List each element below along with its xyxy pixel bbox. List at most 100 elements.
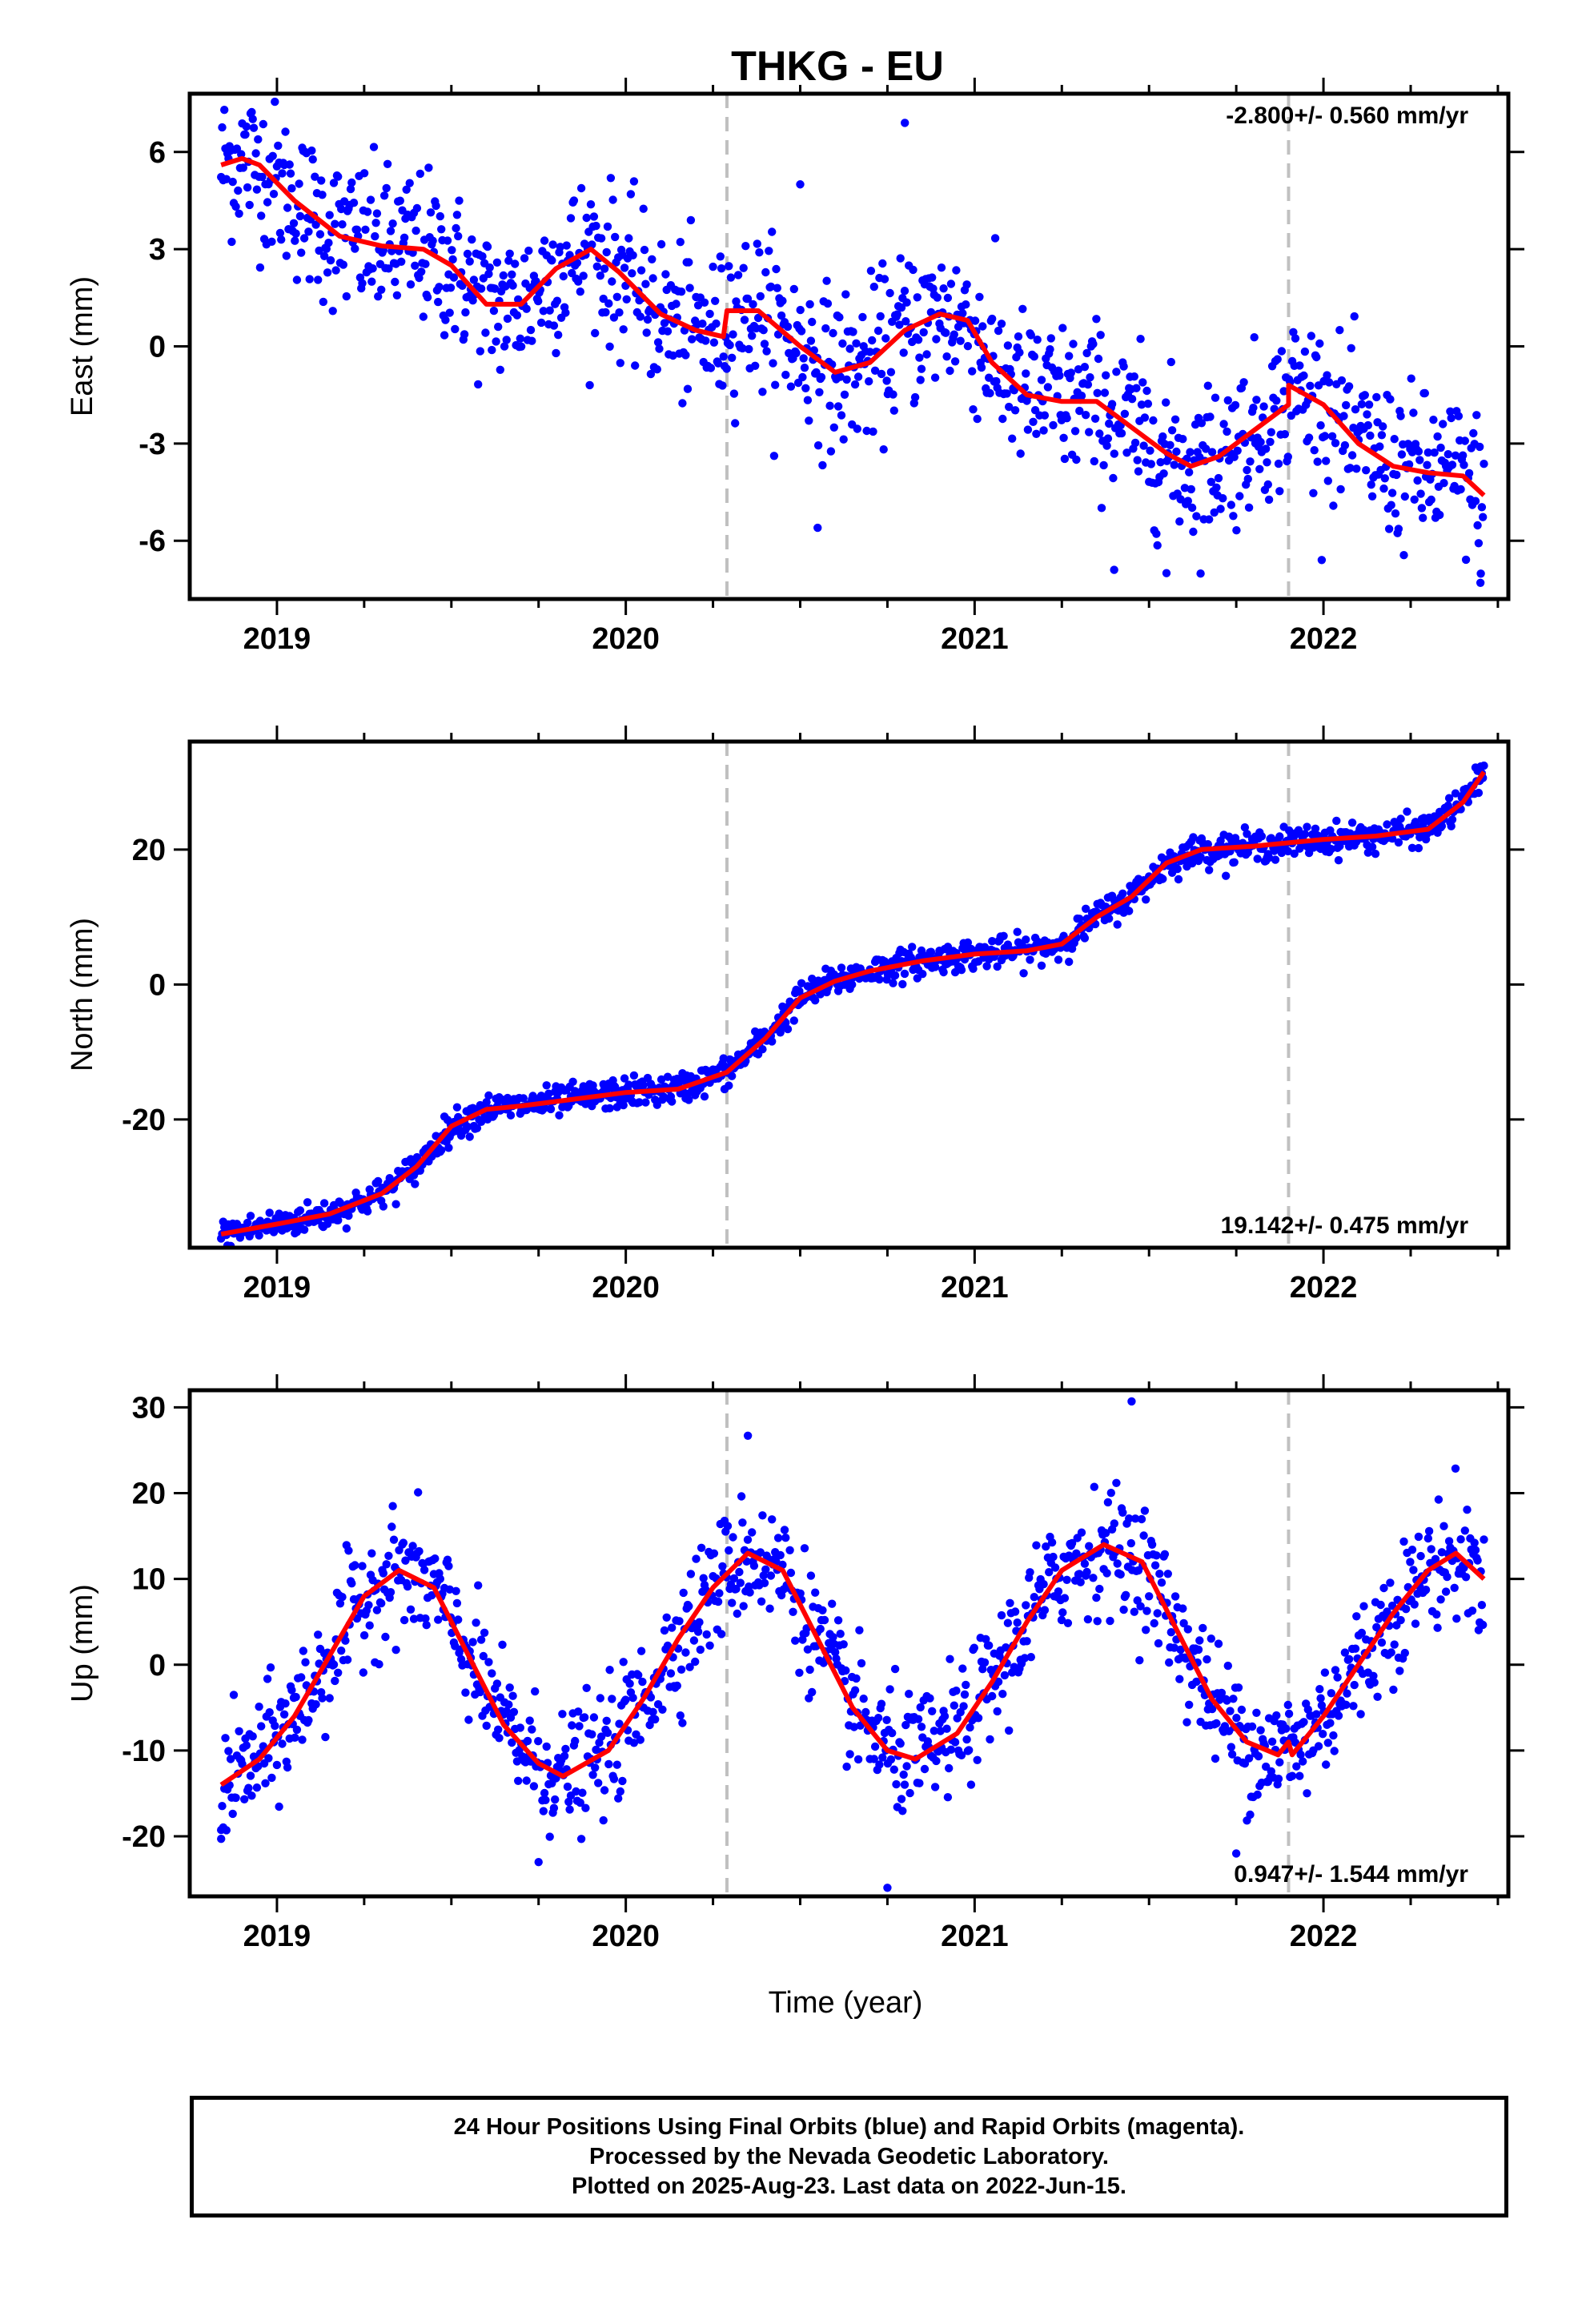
data-point bbox=[291, 1692, 300, 1702]
data-point bbox=[759, 326, 768, 335]
data-point bbox=[386, 227, 396, 235]
data-point bbox=[503, 314, 512, 324]
data-point bbox=[1189, 833, 1198, 842]
data-point bbox=[1283, 452, 1293, 461]
data-point bbox=[397, 257, 406, 266]
data-point bbox=[444, 1144, 453, 1152]
data-point bbox=[421, 259, 430, 268]
data-point bbox=[978, 322, 987, 331]
data-point bbox=[1173, 864, 1182, 874]
data-point bbox=[443, 236, 452, 245]
data-point bbox=[222, 1826, 231, 1835]
data-point bbox=[504, 256, 513, 265]
data-point bbox=[1255, 464, 1264, 473]
data-point bbox=[749, 1562, 759, 1570]
data-point bbox=[642, 328, 651, 337]
data-point bbox=[455, 196, 464, 205]
data-point bbox=[1094, 354, 1103, 364]
data-point bbox=[1166, 440, 1174, 449]
data-point bbox=[806, 1571, 816, 1580]
data-point bbox=[1137, 1514, 1146, 1524]
data-point bbox=[1347, 451, 1357, 460]
data-point bbox=[1142, 1626, 1150, 1634]
data-point bbox=[488, 1669, 496, 1678]
x-tick-label: 2019 bbox=[243, 1271, 311, 1305]
data-point bbox=[718, 1562, 727, 1571]
data-point bbox=[1379, 484, 1388, 493]
rate-label: 19.142+/- 0.475 mm/yr bbox=[1221, 1212, 1469, 1239]
data-point bbox=[524, 246, 533, 255]
data-point bbox=[926, 947, 936, 956]
plot-frame bbox=[187, 1388, 1511, 1899]
data-point bbox=[1157, 1578, 1166, 1587]
data-point bbox=[1072, 1549, 1081, 1558]
data-point bbox=[1464, 468, 1474, 478]
data-point bbox=[619, 1658, 628, 1667]
data-point bbox=[1159, 469, 1168, 478]
data-point bbox=[1183, 497, 1193, 505]
data-point bbox=[624, 234, 633, 243]
data-point bbox=[1166, 1628, 1176, 1637]
data-point bbox=[519, 1094, 528, 1103]
data-point bbox=[461, 308, 470, 317]
data-point bbox=[629, 1071, 639, 1080]
data-point bbox=[1460, 1526, 1470, 1535]
data-point bbox=[828, 1599, 837, 1608]
data-point bbox=[271, 1721, 279, 1731]
data-point bbox=[1274, 459, 1283, 468]
data-point bbox=[1383, 1607, 1391, 1616]
data-point bbox=[783, 1024, 793, 1034]
data-point bbox=[1309, 489, 1318, 497]
data-point bbox=[876, 312, 885, 321]
data-point bbox=[494, 322, 503, 332]
data-point bbox=[458, 281, 467, 290]
data-point bbox=[823, 299, 833, 308]
data-point bbox=[1170, 1643, 1178, 1652]
data-point bbox=[341, 1636, 350, 1645]
data-point bbox=[319, 297, 327, 307]
data-point bbox=[1295, 361, 1304, 370]
data-point bbox=[604, 299, 613, 308]
data-point bbox=[652, 365, 661, 374]
data-point bbox=[319, 251, 329, 260]
data-point bbox=[1030, 352, 1039, 361]
data-point bbox=[423, 293, 432, 302]
plot-frame bbox=[187, 739, 1511, 1250]
data-point bbox=[1460, 436, 1470, 445]
data-point bbox=[1243, 474, 1253, 484]
data-point bbox=[347, 178, 356, 187]
data-point bbox=[940, 1711, 950, 1721]
data-point bbox=[994, 1677, 1003, 1687]
data-point bbox=[1439, 479, 1448, 488]
data-point bbox=[681, 351, 690, 360]
data-point bbox=[1207, 477, 1216, 486]
data-point bbox=[1423, 448, 1433, 457]
data-point bbox=[406, 280, 416, 289]
data-point bbox=[1110, 565, 1118, 574]
data-point bbox=[1055, 371, 1064, 380]
data-point bbox=[416, 169, 424, 179]
data-point bbox=[1093, 388, 1102, 397]
data-point bbox=[1444, 794, 1454, 802]
data-point bbox=[388, 1502, 397, 1510]
data-point bbox=[969, 964, 978, 973]
data-point bbox=[1254, 1751, 1263, 1761]
data-point bbox=[541, 1795, 550, 1804]
data-point bbox=[1150, 1618, 1158, 1628]
data-point bbox=[799, 354, 808, 363]
data-point bbox=[321, 1732, 330, 1742]
data-point bbox=[252, 1783, 262, 1792]
data-point bbox=[725, 1081, 733, 1090]
data-point bbox=[379, 1202, 387, 1211]
y-tick-label: -6 bbox=[139, 525, 166, 558]
data-point bbox=[993, 962, 1002, 971]
data-point bbox=[965, 1746, 974, 1755]
data-point bbox=[1346, 464, 1355, 472]
data-point bbox=[757, 1597, 766, 1606]
data-point bbox=[1233, 446, 1242, 455]
data-point bbox=[375, 1660, 383, 1669]
data-point bbox=[668, 1623, 677, 1632]
data-point bbox=[235, 1727, 243, 1735]
data-point bbox=[861, 1707, 870, 1717]
data-point bbox=[1156, 458, 1165, 467]
